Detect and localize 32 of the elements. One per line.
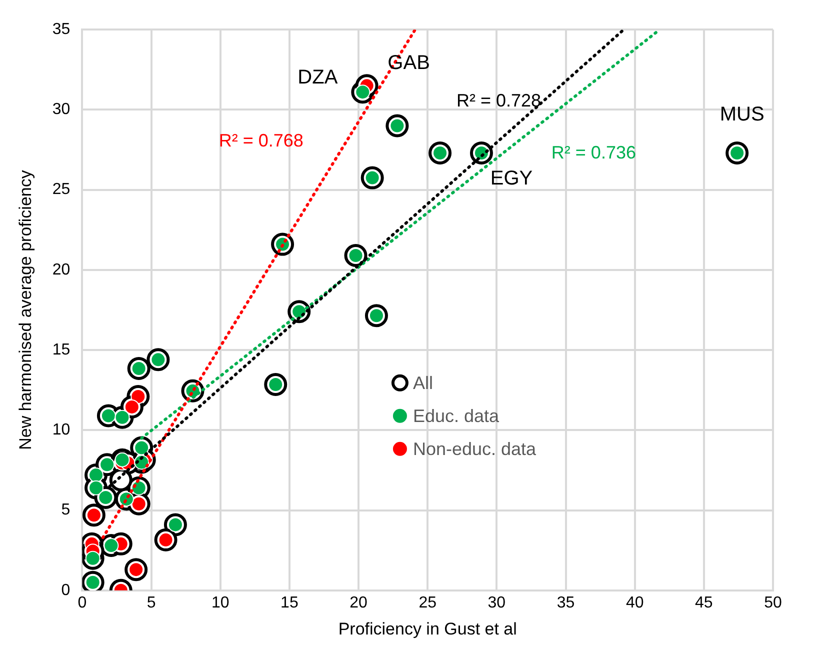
x-tick-label: 10 bbox=[211, 594, 230, 612]
x-tick-label: 25 bbox=[418, 594, 437, 612]
y-tick-label: 30 bbox=[52, 101, 70, 118]
y-tick-label: 25 bbox=[52, 181, 70, 198]
x-tick-label: 0 bbox=[78, 594, 87, 612]
x-axis-title: Proficiency in Gust et al bbox=[338, 619, 517, 638]
x-tick-label: 45 bbox=[695, 594, 713, 612]
x-tick-label: 50 bbox=[764, 594, 782, 612]
annotation: GAB bbox=[388, 52, 430, 74]
y-tick-label: 20 bbox=[52, 261, 70, 278]
annotation: EGY bbox=[490, 167, 533, 190]
legend-label: Educ. data bbox=[412, 406, 500, 426]
legend-label: All bbox=[412, 372, 433, 393]
y-tick-label: 35 bbox=[52, 21, 70, 38]
series-label: R² = 0.728 bbox=[456, 90, 542, 111]
point bbox=[114, 452, 130, 468]
y-tick-label: 5 bbox=[61, 502, 70, 519]
x-tick-label: 20 bbox=[350, 594, 368, 612]
x-tick-label: 35 bbox=[556, 594, 575, 612]
annotation: DZA bbox=[298, 66, 338, 89]
y-axis-title: New harmonised average proficiency bbox=[16, 170, 35, 450]
series-label: R² = 0.768 bbox=[218, 130, 304, 151]
annotation: MUS bbox=[720, 103, 764, 126]
y-tick-label: 10 bbox=[52, 422, 70, 439]
y-tick-label: 0 bbox=[61, 582, 70, 599]
series-label: R² = 0.736 bbox=[551, 142, 636, 163]
y-tick-label: 15 bbox=[52, 341, 70, 358]
x-tick-label: 40 bbox=[626, 594, 644, 612]
x-tick-label: 15 bbox=[280, 594, 298, 612]
x-tick-label: 5 bbox=[146, 594, 156, 612]
x-tick-label: 30 bbox=[488, 594, 506, 612]
legend-label: Non-educ. data bbox=[412, 438, 538, 459]
